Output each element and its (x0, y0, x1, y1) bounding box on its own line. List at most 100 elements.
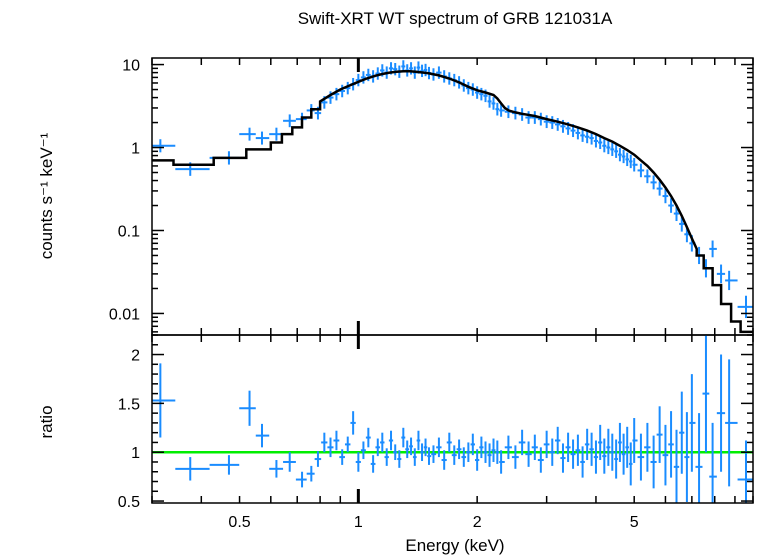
spectrum-axes: 10 1 0.1 0.01 (109, 58, 754, 335)
ratio-data-point (737, 440, 753, 503)
ratio-data-point (537, 447, 544, 473)
ratio-data-point (560, 443, 566, 473)
spectrum-model-line (152, 70, 753, 334)
spectrum-y-axis-label: counts s⁻¹ keV⁻¹ (37, 132, 56, 259)
ratio-data-point (339, 449, 345, 465)
ratio-data-point (598, 424, 603, 461)
spectrum-data-point (628, 154, 633, 169)
ratio-clip-group (152, 335, 753, 503)
spectrum-data-point (525, 111, 532, 124)
ratio-data-point (644, 422, 651, 472)
ratio-data-point (321, 432, 328, 453)
spectrum-data-point (584, 130, 590, 144)
ratio-data-point (239, 390, 256, 426)
ratio-data-point (451, 445, 457, 465)
spectrum-data-point (725, 270, 738, 291)
ratio-data-point (531, 434, 538, 461)
ratio-data-point (431, 445, 437, 463)
ratio-data-point (673, 429, 680, 503)
ratio-data-point (632, 418, 638, 463)
ratio-data-point (456, 439, 462, 460)
ratio-data-point (716, 354, 726, 472)
spectrum-data-point (554, 118, 561, 131)
ratio-data-point (152, 363, 176, 438)
ratio-data-point (614, 439, 619, 479)
ratio-data-point (499, 450, 505, 474)
ratio-data-point (412, 448, 417, 466)
ratio-data-point (344, 436, 351, 453)
ratio-data-point (416, 430, 421, 451)
spectrum-data-point (474, 86, 480, 99)
ratio-data-point (580, 446, 585, 478)
ratio-data-point (360, 441, 366, 460)
ratio-data-point (606, 428, 611, 466)
ratio-data-point (695, 413, 703, 503)
ratio-data-point (518, 429, 526, 456)
ratio-data-point (554, 426, 561, 455)
ratio-data-point (491, 438, 496, 462)
spectrum-data-point (393, 63, 398, 76)
ratio-data-point (575, 434, 581, 466)
spectrum-data-point (491, 97, 496, 110)
spectrum-data-point (602, 139, 607, 153)
spectrum-data-point (610, 142, 615, 156)
spectrum-data-point (716, 264, 726, 284)
spectrum-data-point (423, 63, 428, 77)
ratio-data-point (702, 335, 710, 453)
spectrum-data-point (737, 295, 753, 319)
ratio-data-point (589, 432, 594, 466)
spectrum-data-point (495, 102, 500, 116)
ratio-data-point (709, 422, 717, 503)
spectrum-data-point (360, 71, 366, 84)
spectrum-data-point (239, 127, 256, 141)
spectrum-panel: 10 1 0.1 0.01 counts s⁻¹ keV⁻¹ (37, 57, 754, 336)
ratio-data-point (255, 423, 270, 448)
ratio-data-point (474, 449, 480, 471)
ratio-data-point (350, 411, 356, 435)
ratio-data-point (420, 443, 424, 461)
ratio-data-point (565, 432, 571, 462)
ratio-data-point (436, 437, 442, 458)
ratio-data-point (511, 445, 519, 469)
y-tick-label: 1 (131, 445, 140, 462)
spectrum-data-point (637, 163, 645, 178)
ratio-data-point (593, 440, 599, 474)
ratio-plot-frame (151, 334, 754, 504)
ratio-data-point (384, 448, 389, 466)
spectrum-data-point (436, 66, 442, 79)
ratio-data-point (306, 465, 315, 482)
ratio-data-point (549, 438, 555, 466)
spectrum-data-point (283, 114, 296, 128)
ratio-data-point (610, 433, 615, 471)
spectrum-data-point (618, 148, 622, 162)
ratio-data-point (637, 433, 645, 481)
spectrum-data-point (589, 131, 594, 145)
ratio-data-point (487, 443, 492, 467)
ratio-data-point (625, 426, 629, 468)
spectrum-data-point (339, 84, 345, 98)
spectrum-data-point (621, 149, 626, 164)
ratio-data-point (684, 412, 690, 503)
ratio-data-point (314, 451, 322, 467)
ratio-data-point (483, 441, 488, 463)
ratio-data-point (725, 359, 738, 487)
ratio-data-point (650, 435, 657, 489)
chart-title: Swift-XRT WT spectrum of GRB 121031A (298, 9, 613, 28)
ratio-data-point (570, 439, 576, 469)
spectrum-data-point (487, 95, 492, 108)
ratio-data-point (461, 447, 467, 467)
x-tick-label: 2 (473, 514, 482, 531)
y-tick-label: 0.1 (118, 223, 140, 240)
ratio-data-point (175, 457, 210, 481)
ratio-data-point (333, 430, 340, 451)
spectrum-data-point (662, 188, 669, 204)
ratio-data-point (355, 452, 361, 472)
ratio-data-point (656, 406, 663, 463)
spectrum-data-point (420, 64, 424, 78)
spectrum-data-point (625, 152, 629, 167)
ratio-data-point (327, 437, 334, 458)
ratio-data-point (618, 422, 622, 462)
spectrum-data-point (614, 144, 619, 158)
spectrum-data-point (644, 169, 651, 184)
y-tick-label: 1.5 (118, 396, 140, 413)
